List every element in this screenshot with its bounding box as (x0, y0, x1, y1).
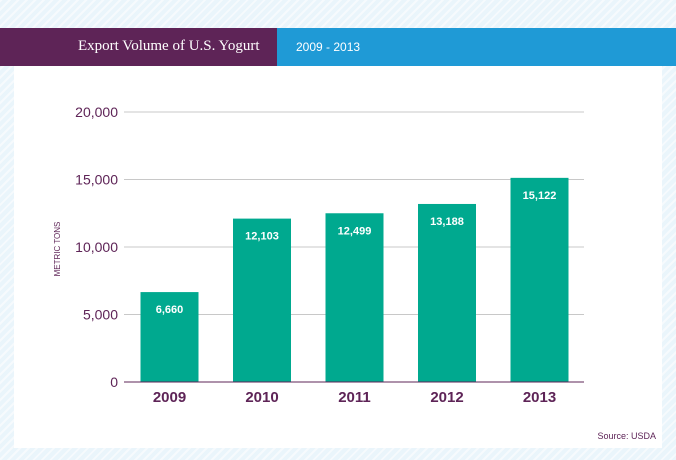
bar-value-label: 12,103 (245, 231, 279, 243)
y-tick-label: 0 (110, 374, 118, 390)
y-tick-label: 5,000 (83, 307, 118, 323)
source-note: Source: USDA (597, 431, 656, 441)
bar-value-label: 6,660 (156, 304, 184, 316)
bars (140, 177, 569, 382)
chart-header: Export Volume of U.S. Yogurt 2009 - 2013 (0, 28, 676, 66)
title-banner (0, 28, 277, 66)
x-tick-label: 2013 (523, 389, 556, 406)
bar-value-label: 13,188 (430, 216, 464, 228)
y-axis-label: METRIC TONS (53, 222, 62, 277)
x-tick-label: 2009 (153, 389, 186, 406)
x-tick-label: 2010 (245, 389, 278, 406)
y-tick-labels: 0 5,000 10,000 15,000 20,000 (75, 104, 118, 390)
x-tick-labels: 2009 2010 2011 2012 2013 (153, 389, 556, 406)
bar (510, 177, 569, 382)
bar-value-labels: 6,660 12,103 12,499 13,188 15,122 (156, 190, 557, 316)
bar-value-label: 15,122 (523, 190, 557, 202)
bar (418, 203, 476, 382)
bar (325, 213, 384, 382)
x-tick-label: 2012 (430, 389, 463, 406)
range-banner (277, 28, 676, 66)
x-tick-label: 2011 (338, 389, 371, 406)
bar (140, 292, 199, 382)
chart-title: Export Volume of U.S. Yogurt (78, 38, 260, 54)
y-tick-label: 20,000 (75, 104, 118, 120)
year-range: 2009 - 2013 (296, 40, 361, 54)
y-tick-label: 15,000 (75, 172, 118, 188)
bar-value-label: 12,499 (338, 225, 372, 237)
y-tick-label: 10,000 (75, 239, 118, 255)
bar (233, 218, 291, 382)
